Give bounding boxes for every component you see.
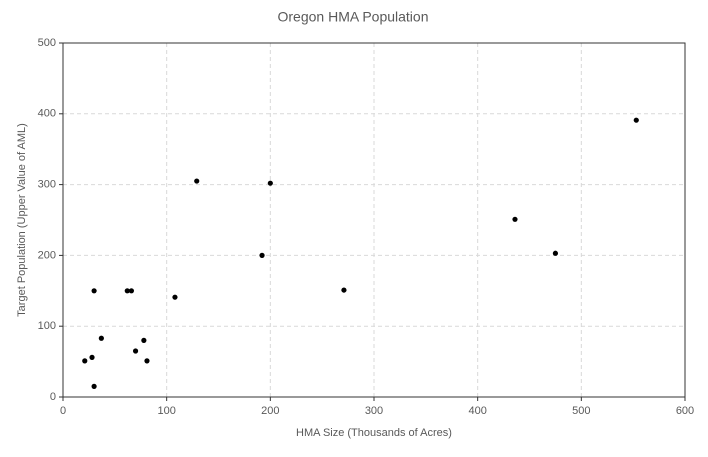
x-tick-label: 0 [60,405,66,417]
point [259,252,265,258]
point [341,287,347,293]
x-tick-label: 100 [157,405,175,417]
y-tick-label: 400 [38,108,56,120]
point [82,358,88,364]
x-axis-label: HMA Size (Thousands of Acres) [296,427,452,439]
x-tick-label: 300 [365,405,383,417]
point [194,178,200,184]
y-tick-label: 100 [38,320,56,332]
point [144,358,150,364]
y-tick-label: 500 [38,37,56,49]
point [633,117,639,123]
x-tick-label: 200 [261,405,279,417]
point [552,250,559,256]
x-tick-label: 600 [676,405,694,417]
point [132,348,139,354]
y-tick-label: 200 [38,249,56,261]
plot-frame [62,42,686,398]
point [128,288,135,294]
x-tick-label: 400 [468,405,486,417]
point [172,294,178,300]
point [512,216,518,222]
point [141,337,147,343]
chart-title: Oregon HMA Population [278,9,429,25]
point [267,180,273,186]
y-axis-label: Target Population (Upper Value of AML) [16,123,28,317]
point [91,288,97,294]
point [98,335,104,341]
point [124,288,130,294]
x-tick-label: 500 [572,405,590,417]
point [89,354,95,360]
point [91,383,97,389]
y-tick-label: 300 [38,179,56,191]
y-tick-label: 0 [50,391,56,403]
